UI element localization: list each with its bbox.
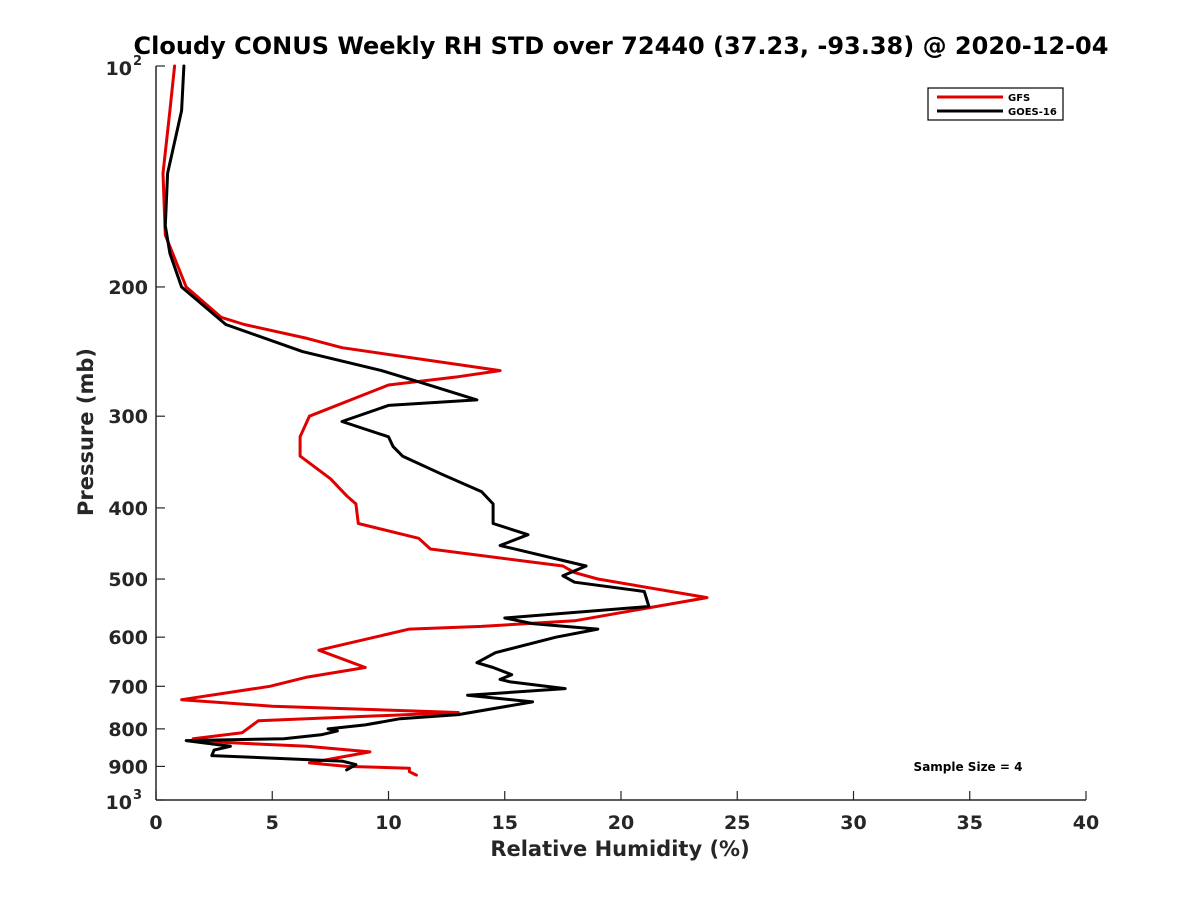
x-tick-label: 15 — [492, 812, 518, 834]
sample-size-annotation: Sample Size = 4 — [914, 760, 1023, 774]
legend: GFS GOES-16 — [927, 87, 1064, 121]
x-tick-label: 40 — [1073, 812, 1099, 834]
y-tick-label: 500 — [108, 569, 148, 591]
y-tick-label: 900 — [108, 756, 148, 778]
y-tick-label: 800 — [108, 719, 148, 741]
y-tick-label: 400 — [108, 498, 148, 520]
series-line-goes-16 — [163, 64, 651, 772]
y-tick-label: 700 — [108, 676, 148, 698]
y-tick-label: 200 — [108, 277, 148, 299]
y-tick-label: 10 2 — [106, 54, 143, 80]
series-layer — [161, 64, 709, 777]
x-tick-label: 25 — [724, 812, 750, 834]
y-tick-base: 10 — [106, 58, 132, 80]
x-tick-label: 20 — [608, 812, 634, 834]
x-tick-label: 5 — [266, 812, 279, 834]
x-tick-label: 0 — [149, 812, 162, 834]
y-tick-exponent: 3 — [133, 788, 142, 803]
chart-title: Cloudy CONUS Weekly RH STD over 72440 (3… — [134, 32, 1109, 60]
x-tick-label: 35 — [957, 812, 983, 834]
y-tick-base: 10 — [106, 792, 132, 814]
legend-entry-label: GFS — [1008, 93, 1030, 104]
x-tick-label: 10 — [375, 812, 401, 834]
y-tick-label: 300 — [108, 406, 148, 428]
y-axis-label: Pressure (mb) — [74, 348, 98, 516]
y-tick-label: 600 — [108, 627, 148, 649]
legend-box — [927, 87, 1064, 121]
legend-entry-label: GOES-16 — [1008, 107, 1057, 118]
y-tick-label: 10 3 — [106, 788, 143, 814]
x-axis-label: Relative Humidity (%) — [490, 837, 749, 861]
x-tick-label: 30 — [840, 812, 866, 834]
y-tick-exponent: 2 — [133, 54, 142, 69]
